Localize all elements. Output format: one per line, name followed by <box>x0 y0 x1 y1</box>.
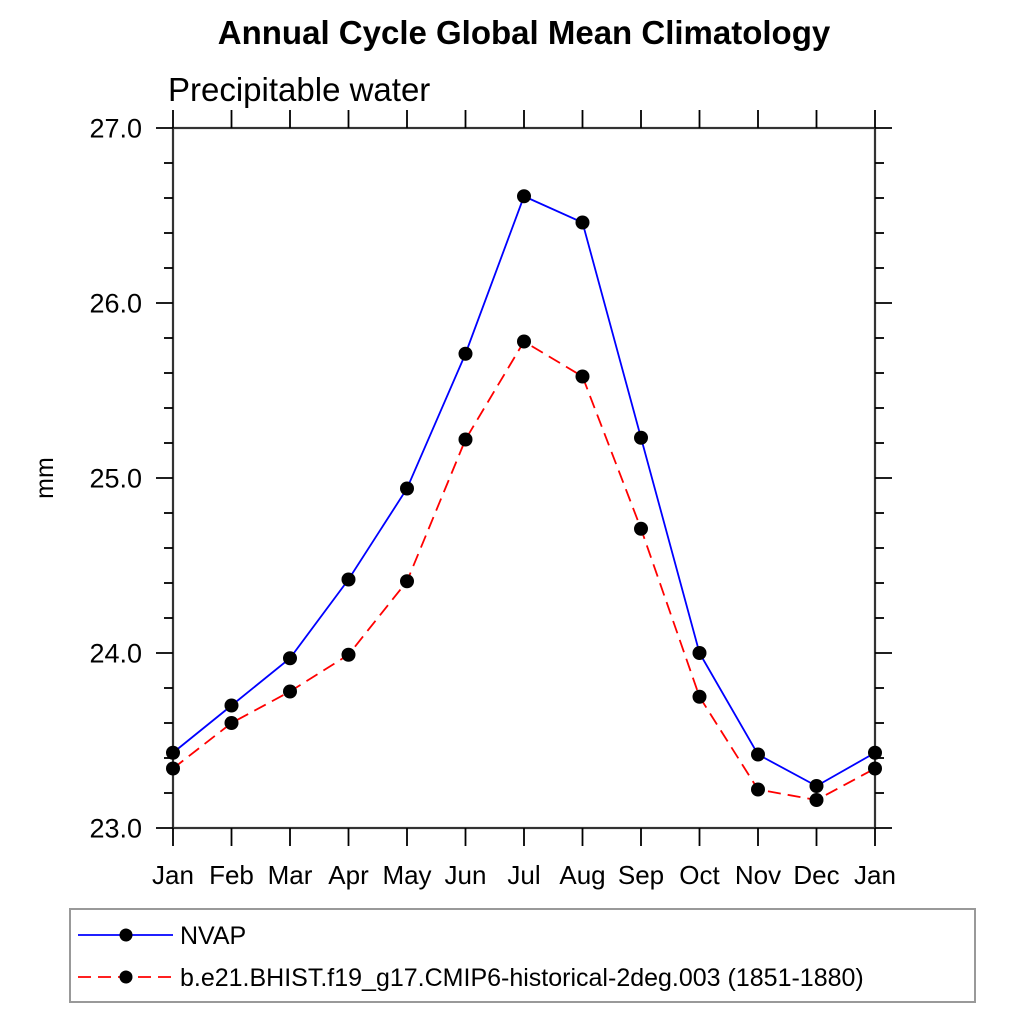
data-point-1 <box>751 782 765 797</box>
x-tick-label: May <box>382 860 431 890</box>
x-tick-label: Jan <box>854 860 896 890</box>
data-point-0 <box>224 698 239 713</box>
data-point-0 <box>692 646 707 660</box>
data-point-0 <box>751 747 765 762</box>
data-point-0 <box>166 745 180 760</box>
data-point-1 <box>634 521 648 536</box>
data-point-0 <box>634 430 648 445</box>
data-point-1 <box>458 432 473 447</box>
data-point-1 <box>224 716 239 730</box>
data-point-1 <box>166 761 180 776</box>
legend-label-nvap: NVAP <box>180 922 246 950</box>
data-point-0 <box>283 651 297 666</box>
data-point-0 <box>458 346 473 361</box>
x-tick-label: Jun <box>445 860 487 890</box>
x-tick-label: Dec <box>793 860 839 890</box>
data-point-1 <box>868 761 882 776</box>
data-point-0 <box>575 215 590 230</box>
y-axis-label: mm <box>31 457 59 499</box>
data-point-1 <box>400 574 414 589</box>
series-line-1 <box>172 340 876 801</box>
data-point-1 <box>575 369 590 384</box>
plot-area: 23.0 24.0 25.0 26.0 27.0 Jan Feb Mar Apr May Jun Ju… <box>89 110 896 890</box>
data-point-1 <box>341 647 356 662</box>
x-tick-label: Nov <box>735 860 781 890</box>
chart-title: Annual Cycle Global Mean Climatology <box>218 14 831 51</box>
x-tick-label: Mar <box>268 860 313 890</box>
y-tick-label: 25.0 <box>89 464 142 494</box>
data-point-0 <box>809 779 824 793</box>
data-point-1 <box>517 334 531 349</box>
chart-subtitle: Precipitable water <box>168 71 430 108</box>
data-point-1 <box>283 684 297 699</box>
y-tick-label: 23.0 <box>89 814 142 844</box>
x-tick-label: Jul <box>507 860 540 890</box>
data-point-0 <box>400 481 414 496</box>
data-point-1 <box>809 793 824 807</box>
x-tick-label: Jan <box>152 860 194 890</box>
plot-frame <box>171 126 877 830</box>
legend-marker-nvap <box>119 928 133 942</box>
legend-label-model: b.e21.BHIST.f19_g17.CMIP6-historical-2de… <box>180 964 864 992</box>
data-point-1 <box>692 689 707 704</box>
y-tick-label: 27.0 <box>89 114 142 144</box>
legend-marker-model <box>119 970 133 984</box>
x-tick-label: Feb <box>209 860 254 890</box>
y-tick-label: 26.0 <box>89 289 142 319</box>
x-tick-label: Oct <box>679 860 720 890</box>
data-point-0 <box>868 745 882 760</box>
data-point-0 <box>517 189 531 204</box>
x-tick-label: Aug <box>559 860 605 890</box>
x-tick-label: Apr <box>328 860 369 890</box>
legend: NVAP b.e21.BHIST.f19_g17.CMIP6-historica… <box>69 908 976 1003</box>
y-tick-label: 24.0 <box>89 639 142 669</box>
legend-box <box>69 908 976 1003</box>
x-tick-label: Sep <box>618 860 664 890</box>
data-point-0 <box>341 572 356 587</box>
